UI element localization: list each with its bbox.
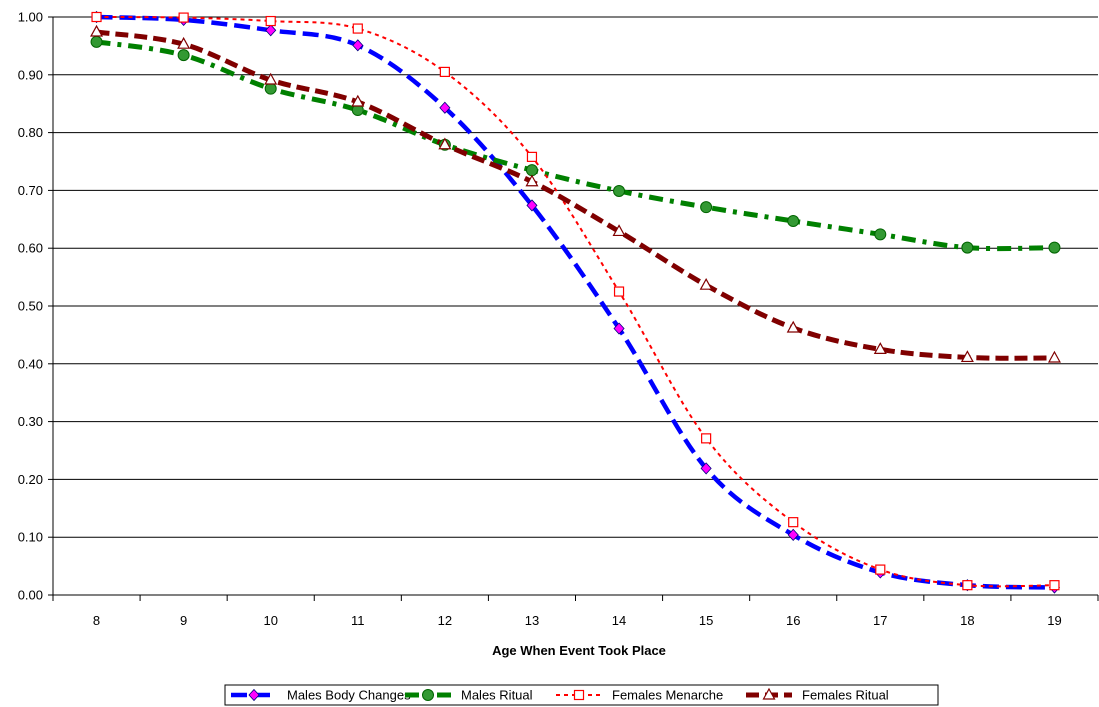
legend-label: Males Ritual [461,688,533,703]
data-point-females-menarche [178,12,189,23]
y-tick-label: 0.90 [18,67,43,82]
legend-swatch-marker [573,689,585,701]
series-points-males-ritual [90,35,1061,254]
series-markers [90,10,1061,594]
data-point-males-ritual [525,164,538,177]
y-tick-label: 1.00 [18,10,43,25]
legend-item-males-ritual: Males Ritual [405,688,533,703]
y-tick-label: 0.70 [18,183,43,198]
x-tick-label: 9 [180,613,187,628]
y-tick-label: 0.10 [18,530,43,545]
data-point-females-menarche [526,151,538,162]
data-point-females-ritual [177,36,191,49]
legend-label: Females Ritual [802,688,889,703]
legend-item-females-ritual: Females Ritual [746,688,889,703]
legend-item-females-menarche: Females Menarche [556,688,723,703]
data-point-females-ritual [351,94,365,107]
legend-swatch-marker [422,689,434,701]
data-point-females-menarche [265,15,276,27]
data-point-females-menarche [701,433,712,444]
data-point-males-ritual [1048,241,1061,254]
series-line-males-ritual [96,39,1055,252]
data-point-females-menarche [875,564,886,575]
data-point-females-menarche [439,66,450,78]
data-point-females-ritual [264,72,278,85]
data-point-females-menarche [1049,580,1060,591]
y-tick-label: 0.80 [18,125,43,140]
x-axis-title: Age When Event Took Place [492,643,666,658]
data-point-males-ritual [700,201,713,214]
series-line-females-ritual [96,29,1055,361]
axes [48,16,1099,601]
data-point-males-ritual [177,49,190,62]
data-point-females-menarche [91,11,102,23]
y-tick-label: 0.00 [18,588,43,603]
data-point-females-ritual [90,24,104,37]
x-tick-label: 18 [960,613,974,628]
y-tick-label: 0.60 [18,241,43,256]
data-point-females-ritual [786,320,800,333]
data-point-males-body-changes [787,528,799,541]
legend: Males Body Changes Males Ritual Females Me… [224,684,939,706]
x-tick-label: 15 [699,613,713,628]
x-tick-label: 17 [873,613,887,628]
data-point-females-ritual [699,277,713,290]
series-line-females-menarche [96,16,1055,588]
y-axis-tick-labels: 0.00 0.10 0.20 0.30 0.40 0.50 0.60 0.70 0.80 0.90… [18,10,43,603]
legend-swatch-marker [248,688,260,702]
x-tick-label: 12 [438,613,452,628]
data-point-females-menarche [962,580,973,591]
data-point-males-body-changes [439,101,451,114]
legend-swatch-marker [762,687,776,700]
data-point-females-menarche [788,517,799,528]
data-point-males-body-changes [526,199,538,212]
x-tick-label: 11 [351,613,365,628]
x-tick-label: 13 [525,613,539,628]
data-point-females-ritual [612,224,626,237]
x-tick-label: 8 [93,613,100,628]
y-tick-label: 0.20 [18,472,43,487]
x-tick-label: 10 [263,613,277,628]
x-tick-label: 14 [612,613,626,628]
y-tick-label: 0.40 [18,356,43,371]
series-line-males-body-changes [96,14,1055,590]
data-point-females-ritual [960,350,974,363]
data-point-females-ritual [438,137,452,150]
series-lines [96,14,1055,590]
series-points-males-body-changes [91,10,1060,594]
data-point-males-ritual [874,228,887,241]
data-point-males-ritual [264,82,277,95]
legend-label: Males Body Changes [287,688,411,703]
data-point-males-body-changes [265,24,277,37]
data-point-females-ritual [525,174,539,187]
data-point-females-ritual [1047,350,1061,363]
data-point-males-ritual [787,215,800,228]
series-points-females-ritual [90,24,1061,363]
x-axis-tick-labels: 8 9 10 11 12 13 14 15 16 17 18 19 [93,613,1062,628]
x-tick-label: 19 [1047,613,1061,628]
y-tick-label: 0.30 [18,414,43,429]
data-point-males-ritual [90,35,103,48]
data-point-females-ritual [873,342,887,354]
data-point-males-ritual [613,184,626,197]
legend-item-males-body-changes: Males Body Changes [231,688,411,703]
gridlines [53,16,1098,538]
data-point-males-ritual [961,241,974,254]
series-points-females-menarche [91,11,1060,591]
data-point-females-menarche [352,23,363,34]
y-tick-label: 0.50 [18,299,43,314]
data-point-males-body-changes [352,39,364,52]
data-point-males-body-changes [700,462,712,475]
legend-label: Females Menarche [612,688,723,703]
x-tick-label: 16 [786,613,800,628]
data-point-females-menarche [613,286,625,297]
data-point-males-body-changes [613,322,625,335]
